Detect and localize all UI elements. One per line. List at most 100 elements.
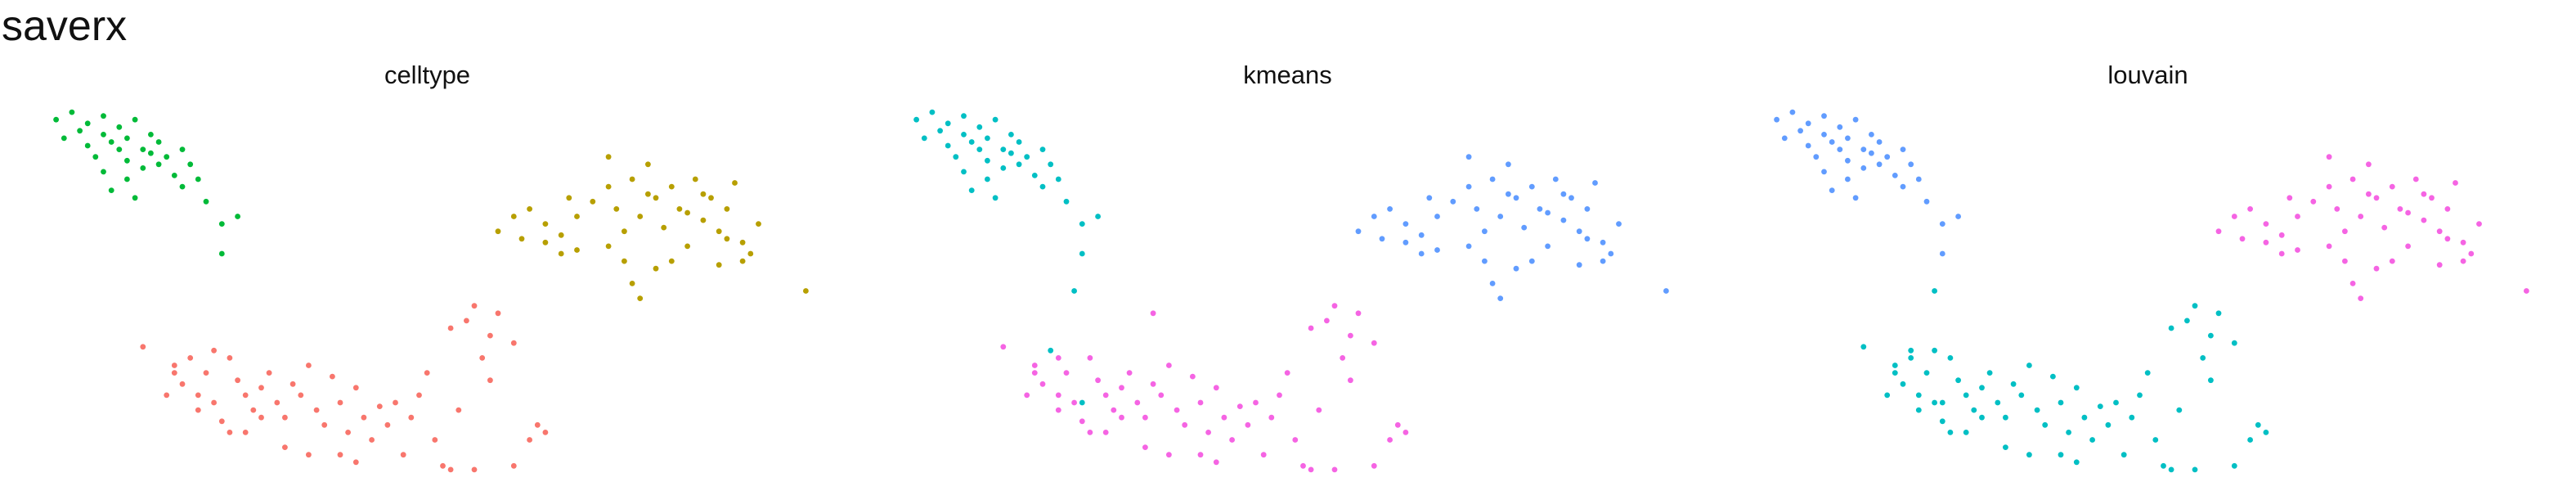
data-point [605,243,612,250]
data-point [447,325,454,331]
data-point [1876,161,1883,168]
data-point [203,370,209,376]
data-point [464,318,469,324]
data-point [1016,161,1022,168]
data-point [1845,135,1851,142]
data-point [1213,385,1219,391]
data-point [2366,191,2372,197]
data-point [487,377,493,384]
data-point [1915,407,1922,413]
data-point [2239,236,2246,242]
data-point [2389,258,2395,264]
data-point [456,407,462,413]
data-point [352,385,359,391]
data-point [2405,209,2411,216]
data-point [1371,462,1377,469]
data-point [376,403,383,409]
panel-title-kmeans: kmeans [1243,61,1332,89]
data-point [921,135,927,142]
data-point [1063,198,1070,205]
data-point [1908,355,1914,361]
data-point [1087,430,1093,435]
data-point [1821,169,1827,175]
data-point [542,221,549,227]
data-point [313,407,320,413]
data-point [1079,221,1085,227]
data-point [2120,452,2127,458]
data-point [171,363,177,368]
data-point [534,421,541,428]
data-point [1537,206,1543,212]
scatter-plot-kmeans [913,109,1669,473]
data-point [1489,176,1496,182]
data-point [1837,146,1843,152]
data-point [2034,407,2040,413]
data-point [195,407,201,413]
data-point [132,195,138,201]
data-point [2436,228,2443,235]
data-point [1829,139,1835,145]
data-point [369,437,375,443]
data-point [432,437,438,443]
data-point [258,414,264,421]
data-point [1102,430,1109,435]
data-point [2003,414,2008,421]
data-point [306,363,312,368]
data-point [487,332,493,339]
data-point [2453,180,2458,186]
data-point [937,128,943,134]
data-point [306,452,312,458]
data-point [1197,452,1204,458]
data-point [1963,392,1969,399]
data-point [1955,214,1961,219]
data-point [1402,239,1409,246]
data-point [1340,355,1346,361]
data-point [84,142,91,149]
data-point [2215,228,2222,235]
data-point [1860,165,1867,171]
data-point [2176,407,2183,413]
data-point [566,195,572,201]
data-point [637,295,644,301]
data-point [352,459,359,466]
data-point [1892,173,1898,178]
data-point [1371,340,1377,346]
data-point [124,157,130,164]
data-point [1016,139,1022,145]
data-point [1071,288,1077,294]
data-point [2231,214,2237,219]
data-point [1892,363,1898,368]
data-point [945,142,951,149]
data-point [2050,373,2056,380]
data-point [1000,146,1007,152]
data-point [1095,214,1101,219]
data-point [1348,332,1353,339]
data-point [527,206,532,212]
data-point [1039,381,1046,387]
data-point [2152,437,2159,443]
data-point [2468,250,2475,257]
data-point [337,452,343,458]
data-point [2113,399,2119,406]
data-point [2295,214,2300,219]
data-point [2349,176,2356,182]
data-point [985,135,990,142]
data-point [2334,206,2340,212]
data-point [164,392,170,399]
data-point [2089,437,2095,443]
data-point [124,176,130,182]
data-point [913,116,919,123]
data-point [69,109,75,115]
data-point [361,414,367,421]
data-point [645,161,651,168]
data-point [1600,239,1606,246]
data-point [2208,332,2214,339]
data-point [2026,363,2032,368]
data-point [108,139,114,145]
data-point [1789,109,1796,115]
data-point [1513,195,1519,201]
data-point [637,214,644,219]
data-point [1979,414,1985,421]
data-point [1236,403,1243,409]
data-point [1932,288,1937,294]
